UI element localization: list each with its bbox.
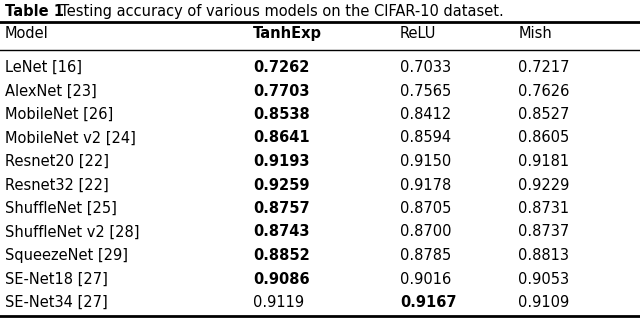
Text: 0.9178: 0.9178 [400,178,451,193]
Text: Table 1: Table 1 [5,4,64,19]
Text: SE-Net18 [27]: SE-Net18 [27] [5,272,108,287]
Text: 0.9229: 0.9229 [518,178,570,193]
Text: 0.7033: 0.7033 [400,60,451,75]
Text: AlexNet [23]: AlexNet [23] [5,84,97,99]
Text: 0.9109: 0.9109 [518,295,570,310]
Text: 0.7217: 0.7217 [518,60,570,75]
Text: 0.8813: 0.8813 [518,248,570,263]
Text: SqueezeNet [29]: SqueezeNet [29] [5,248,128,263]
Text: 0.8700: 0.8700 [400,224,451,239]
Text: 0.9150: 0.9150 [400,154,451,169]
Text: Resnet32 [22]: Resnet32 [22] [5,178,109,193]
Text: 0.8852: 0.8852 [253,248,310,263]
Text: 0.8641: 0.8641 [253,130,309,145]
Text: TanhExp: TanhExp [253,26,322,41]
Text: 0.8705: 0.8705 [400,201,451,216]
Text: ReLU: ReLU [400,26,436,41]
Text: 0.9167: 0.9167 [400,295,456,310]
Text: MobileNet [26]: MobileNet [26] [5,107,113,122]
Text: 0.8731: 0.8731 [518,201,570,216]
Text: 0.7565: 0.7565 [400,84,451,99]
Text: 0.8527: 0.8527 [518,107,570,122]
Text: Mish: Mish [518,26,552,41]
Text: 0.8412: 0.8412 [400,107,451,122]
Text: 0.8594: 0.8594 [400,130,451,145]
Text: 0.8785: 0.8785 [400,248,451,263]
Text: SE-Net34 [27]: SE-Net34 [27] [5,295,108,310]
Text: ShuffleNet v2 [28]: ShuffleNet v2 [28] [5,224,140,239]
Text: LeNet [16]: LeNet [16] [5,60,82,75]
Text: Resnet20 [22]: Resnet20 [22] [5,154,109,169]
Text: 0.9181: 0.9181 [518,154,570,169]
Text: 0.8538: 0.8538 [253,107,310,122]
Text: 0.8737: 0.8737 [518,224,570,239]
Text: 0.7262: 0.7262 [253,60,309,75]
Text: MobileNet v2 [24]: MobileNet v2 [24] [5,130,136,145]
Text: 0.9119: 0.9119 [253,295,304,310]
Text: 0.9053: 0.9053 [518,272,570,287]
Text: 0.9259: 0.9259 [253,178,309,193]
Text: 0.8743: 0.8743 [253,224,309,239]
Text: 0.8605: 0.8605 [518,130,570,145]
Text: 0.9016: 0.9016 [400,272,451,287]
Text: Testing accuracy of various models on the CIFAR-10 dataset.: Testing accuracy of various models on th… [51,4,504,19]
Text: 0.7703: 0.7703 [253,84,309,99]
Text: ShuffleNet [25]: ShuffleNet [25] [5,201,117,216]
Text: Model: Model [5,26,49,41]
Text: 0.9086: 0.9086 [253,272,309,287]
Text: 0.9193: 0.9193 [253,154,309,169]
Text: 0.7626: 0.7626 [518,84,570,99]
Text: 0.8757: 0.8757 [253,201,309,216]
